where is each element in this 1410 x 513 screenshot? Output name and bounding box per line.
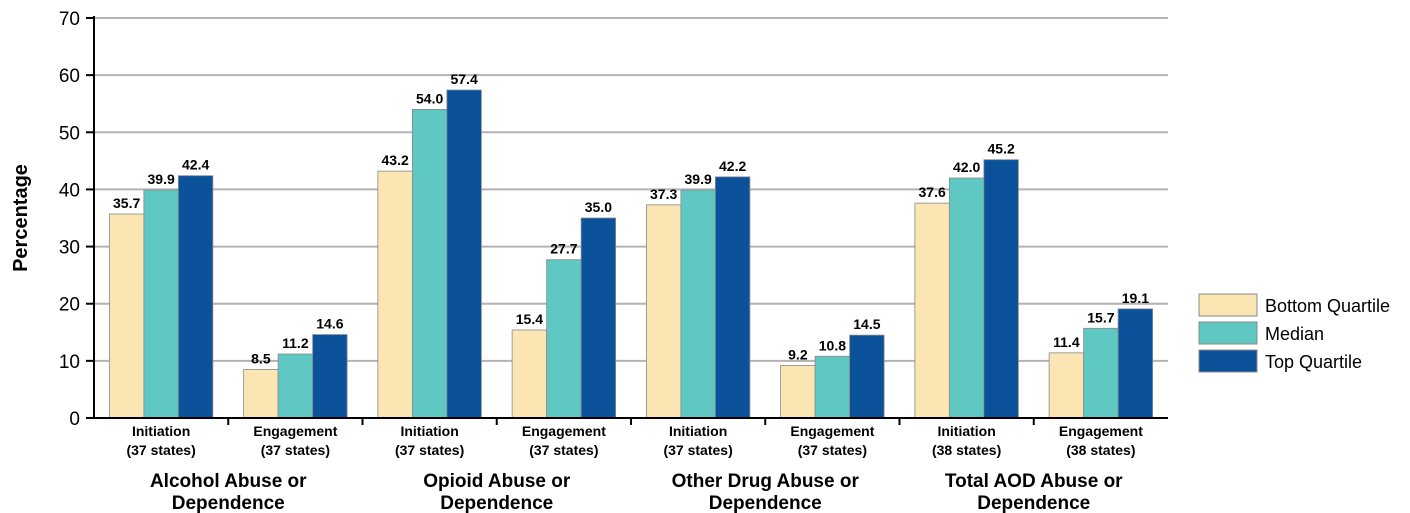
data-label: 57.4 bbox=[451, 71, 478, 87]
bar-median bbox=[277, 353, 314, 419]
y-tick-label: 40 bbox=[59, 180, 80, 201]
x-tick-label: (37 states) bbox=[798, 442, 867, 458]
data-label: 37.6 bbox=[919, 184, 946, 200]
y-axis-label: Percentage bbox=[10, 164, 32, 272]
data-label: 11.4 bbox=[1053, 334, 1080, 350]
group-label: Other Drug Abuse or bbox=[672, 471, 860, 492]
x-tick-label: Engagement bbox=[253, 423, 337, 439]
group-label: Dependence bbox=[172, 493, 285, 513]
y-tick-label: 10 bbox=[59, 352, 80, 373]
legend-swatch bbox=[1198, 321, 1258, 345]
gridlines bbox=[94, 17, 1168, 362]
data-label: 39.9 bbox=[148, 171, 175, 187]
data-label: 35.0 bbox=[585, 199, 612, 215]
bar-bottom-quartile bbox=[243, 369, 279, 419]
bars bbox=[108, 89, 1154, 419]
bar-top-quartile bbox=[849, 334, 885, 419]
bar-bottom-quartile bbox=[780, 365, 816, 419]
x-tick-label: Engagement bbox=[790, 423, 874, 439]
data-label: 14.6 bbox=[316, 316, 343, 332]
bar-median bbox=[814, 355, 851, 419]
x-tick-label: Initiation bbox=[400, 423, 458, 439]
y-tick-label: 50 bbox=[59, 123, 80, 144]
x-tick-label: Initiation bbox=[937, 423, 995, 439]
bar-median bbox=[143, 189, 179, 419]
bar-bottom-quartile bbox=[914, 202, 950, 419]
bar-bottom-quartile bbox=[645, 204, 682, 419]
data-label: 37.3 bbox=[650, 186, 677, 202]
data-label: 19.1 bbox=[1122, 290, 1149, 306]
group-label: Alcohol Abuse or bbox=[150, 471, 307, 492]
x-tick-label: (38 states) bbox=[932, 442, 1001, 458]
bar-top-quartile bbox=[1117, 308, 1154, 419]
data-label: 10.8 bbox=[819, 337, 846, 353]
data-label: 9.2 bbox=[788, 346, 808, 362]
bar-median bbox=[948, 177, 985, 419]
y-tick-label: 60 bbox=[59, 66, 80, 87]
x-tick-label: (38 states) bbox=[1066, 442, 1135, 458]
legend-swatch bbox=[1198, 349, 1258, 373]
y-tick-label: 30 bbox=[59, 238, 80, 259]
bar-top-quartile bbox=[714, 176, 751, 419]
bar-median bbox=[411, 109, 448, 419]
x-tick-label: (37 states) bbox=[261, 442, 330, 458]
data-label: 43.2 bbox=[382, 152, 409, 168]
group-label: Dependence bbox=[977, 493, 1090, 513]
bar-top-quartile bbox=[446, 89, 482, 419]
x-tick-label: (37 states) bbox=[126, 442, 195, 458]
group-label: Total AOD Abuse or bbox=[945, 471, 1123, 492]
data-label: 42.2 bbox=[719, 158, 746, 174]
data-label: 54.0 bbox=[416, 90, 443, 106]
axes bbox=[86, 16, 1168, 425]
bar-top-quartile bbox=[580, 217, 617, 419]
data-label: 15.7 bbox=[1087, 309, 1114, 325]
bar-bottom-quartile bbox=[511, 329, 548, 419]
legend-label: Top Quartile bbox=[1265, 352, 1362, 372]
data-label: 27.7 bbox=[550, 241, 577, 257]
group-label: Dependence bbox=[709, 493, 822, 513]
x-tick-label: Engagement bbox=[1059, 423, 1143, 439]
bar-top-quartile bbox=[312, 334, 348, 419]
legend-label: Bottom Quartile bbox=[1265, 296, 1390, 316]
bar-bottom-quartile bbox=[1048, 352, 1085, 419]
bar-bottom-quartile bbox=[377, 170, 413, 419]
y-tick-label: 70 bbox=[59, 9, 80, 30]
legend-swatch bbox=[1198, 293, 1258, 317]
y-tick-label: 20 bbox=[59, 295, 80, 316]
x-tick-label: Engagement bbox=[522, 423, 606, 439]
data-label: 35.7 bbox=[113, 195, 140, 211]
legend-label: Median bbox=[1265, 324, 1324, 344]
y-tick-label: 0 bbox=[69, 409, 80, 430]
bar-median bbox=[546, 259, 582, 419]
group-label: Opioid Abuse or bbox=[423, 471, 571, 492]
data-label: 14.5 bbox=[853, 316, 880, 332]
data-label: 8.5 bbox=[251, 350, 271, 366]
legend: Bottom Quartile Median Top Quartile bbox=[1198, 293, 1390, 373]
x-tick-label: (37 states) bbox=[395, 442, 464, 458]
data-label: 39.9 bbox=[685, 171, 712, 187]
x-tick-label: Initiation bbox=[669, 423, 727, 439]
bar-top-quartile bbox=[983, 159, 1019, 419]
bar-median bbox=[680, 189, 716, 419]
data-label: 42.4 bbox=[182, 157, 209, 173]
labels: 0 10 20 30 40 50 60 70 35.7 39.9 42.4 Initiation (37… bbox=[59, 9, 1149, 513]
bar-bottom-quartile bbox=[108, 213, 145, 419]
data-label: 45.2 bbox=[988, 141, 1015, 157]
x-tick-label: (37 states) bbox=[529, 442, 598, 458]
data-label: 42.0 bbox=[953, 159, 980, 175]
group-label: Dependence bbox=[440, 493, 553, 513]
data-label: 11.2 bbox=[282, 335, 309, 351]
bar-top-quartile bbox=[177, 175, 214, 419]
data-label: 15.4 bbox=[516, 311, 543, 327]
x-tick-label: Initiation bbox=[132, 423, 190, 439]
x-tick-label: (37 states) bbox=[663, 442, 732, 458]
bar-median bbox=[1083, 327, 1119, 419]
